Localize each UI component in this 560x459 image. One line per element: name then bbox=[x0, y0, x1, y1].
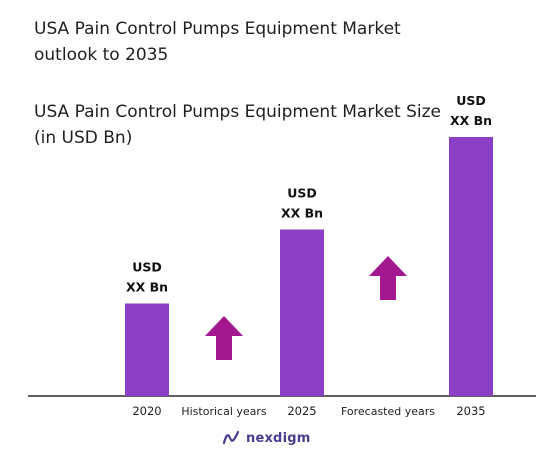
data-label-2035-line-1: USD bbox=[456, 93, 486, 108]
data-label-2035-line-2: XX Bn bbox=[450, 113, 492, 128]
tick-label-2035: 2035 bbox=[456, 404, 485, 418]
annotation-historical: Historical years bbox=[181, 405, 267, 418]
up-arrow-icon-2 bbox=[369, 256, 407, 300]
up-arrow-icon-1 bbox=[205, 316, 243, 360]
bar-2025 bbox=[280, 229, 324, 396]
data-label-2020-line-1: USD bbox=[132, 260, 162, 275]
data-label-2020-line-2: XX Bn bbox=[126, 280, 168, 295]
nexdigm-logo-icon bbox=[222, 430, 240, 445]
bar-2020 bbox=[125, 303, 169, 396]
brand-logo: nexdigm bbox=[222, 428, 310, 448]
data-label-2025-line-2: XX Bn bbox=[281, 206, 323, 221]
data-label-2025-line-1: USD bbox=[287, 186, 317, 201]
tick-label-2025: 2025 bbox=[287, 404, 316, 418]
tick-label-2020: 2020 bbox=[132, 404, 161, 418]
annotation-forecasted: Forecasted years bbox=[341, 405, 435, 418]
brand-name: nexdigm bbox=[246, 430, 311, 446]
chart-subtitle: USA Pain Control Pumps Equipment Market … bbox=[34, 102, 442, 148]
bar-2035 bbox=[449, 137, 493, 396]
chart-title: USA Pain Control Pumps Equipment Market … bbox=[34, 19, 401, 65]
